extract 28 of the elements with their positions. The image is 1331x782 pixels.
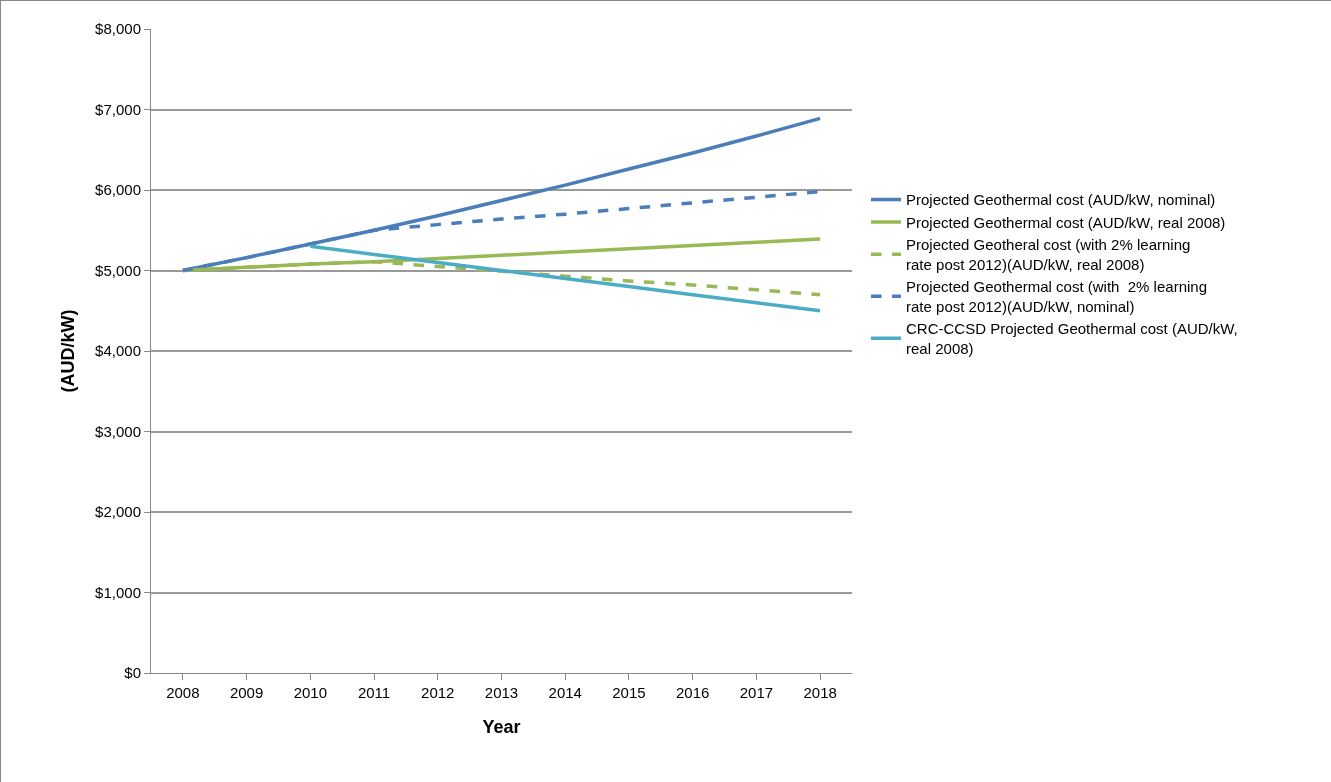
y-tick-label: $7,000 [95, 100, 141, 118]
legend-label: Projected Geothermal cost (AUD/kW, real 2008) [906, 213, 1226, 231]
x-tick-label: 2010 [293, 684, 328, 701]
y-tick-label: $2,000 [95, 503, 141, 521]
legend-label: Projected Geotheral cost (with 2% learning rate post 2012)(AUD/kW, real 2008) [906, 236, 1191, 273]
y-tick-label: $3,000 [95, 422, 141, 440]
y-tick-label: $1,000 [95, 583, 141, 601]
legend-label: CRC-CCSD Projected Geothermal cost (AUD/kW, real 2008) [906, 320, 1238, 357]
x-tick-label: 2016 [675, 684, 710, 701]
legend-label: Projected Geothermal cost (AUD/kW, nominal) [906, 191, 1216, 209]
x-tick-label: 2018 [803, 684, 837, 701]
x-tick-label: 2015 [612, 684, 646, 701]
y-tick-label: $8,000 [95, 20, 141, 38]
x-tick-label: 2011 [357, 684, 391, 701]
y-tick-label: $5,000 [95, 261, 141, 279]
y-tick-label: $4,000 [95, 342, 141, 360]
x-tick-label: 2009 [229, 684, 264, 701]
x-tick-label: 2008 [166, 684, 200, 701]
x-tick-label: 2012 [421, 684, 455, 701]
line-series [308, 244, 822, 313]
y-axis-title: (AUD/kW) [58, 309, 79, 393]
x-tick-label: 2017 [739, 684, 774, 701]
x-tick-label: 2014 [548, 684, 582, 701]
x-axis-title: Year [482, 717, 521, 738]
y-tick-label: $0 [124, 664, 141, 682]
x-tick-label: 2013 [484, 684, 519, 701]
legend-label: Projected Geothermal cost (with 2% learning rate post 2012)(AUD/kW, nominal) [906, 278, 1207, 315]
y-tick-label: $6,000 [95, 181, 141, 199]
